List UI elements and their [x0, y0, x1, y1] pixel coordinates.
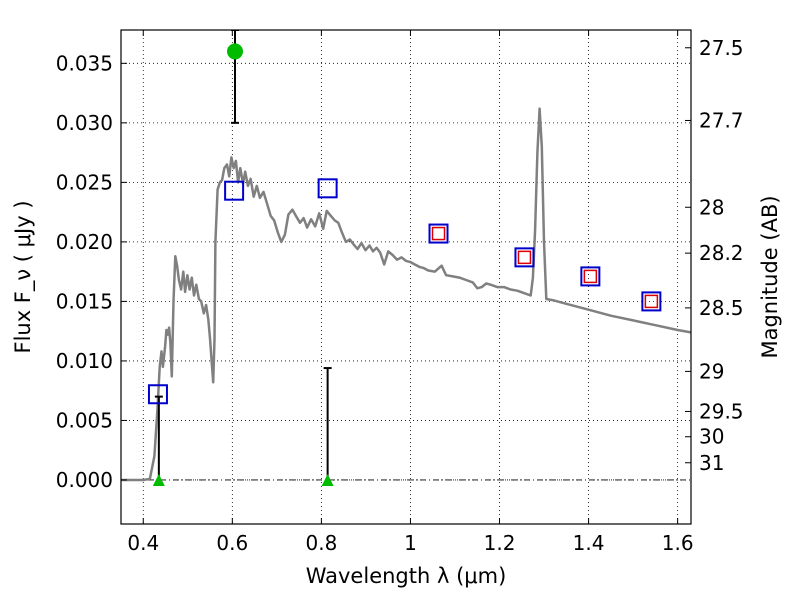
model-photometry-inner [431, 226, 446, 241]
model-photometry-inner [517, 250, 532, 265]
x-tick-label: 1.6 [662, 531, 694, 555]
model-photometry-point [224, 180, 245, 201]
upper-limit-point [152, 473, 165, 486]
x-tick-label: 1 [404, 531, 417, 555]
model-photometry-point [580, 266, 601, 287]
observed-detection-point [227, 43, 243, 60]
model-photometry-point [147, 384, 168, 405]
x-tick-label: 1.4 [573, 531, 605, 555]
x-tick-label: 0.8 [305, 531, 337, 555]
model-photometry-point [641, 291, 662, 312]
upper-limit-point [321, 473, 334, 486]
mag-tick-label: 28.2 [699, 241, 744, 265]
mag-tick-label: 30 [699, 425, 724, 449]
mag-tick-label: 27.5 [699, 36, 744, 60]
y-tick-label: 0.030 [56, 111, 113, 135]
model-sed-line [121, 107, 691, 482]
y-tick-label: 0.015 [56, 289, 113, 313]
plot-frame [120, 29, 692, 525]
x-axis-label: Wavelength λ (μm) [306, 564, 507, 588]
y2-axis-label-group: Magnitude (AB) [758, 195, 782, 358]
grid [121, 30, 691, 524]
model-photometry-point [514, 247, 535, 268]
plot-area [121, 30, 691, 486]
y-tick-label: 0.035 [56, 51, 113, 75]
y-tick-label: 0.010 [56, 349, 113, 373]
y-axis-label: Flux F_ν ( μJy ) [11, 200, 36, 353]
y-tick-label: 0.020 [56, 230, 113, 254]
y-tick-label: 0.000 [56, 468, 113, 492]
mag-tick-label: 27.7 [699, 108, 744, 132]
y-tick-label: 0.005 [56, 408, 113, 432]
y2-axis-label: Magnitude (AB) [758, 195, 782, 358]
y-tick-label: 0.025 [56, 170, 113, 194]
mag-tick-label: 29.5 [699, 399, 744, 423]
mag-tick-label: 28 [699, 195, 724, 219]
model-photometry-point [428, 223, 449, 244]
x-tick-label: 0.4 [127, 531, 159, 555]
mag-tick-label: 29 [699, 359, 724, 383]
mag-tick-label: 28.5 [699, 296, 744, 320]
model-photometry-inner [644, 294, 659, 309]
y-axis-label-group: Flux F_ν ( μJy ) [11, 200, 36, 353]
model-photometry-point [317, 178, 338, 199]
x-tick-label: 0.6 [216, 531, 248, 555]
x-tick-label: 1.2 [484, 531, 516, 555]
axis-ticks: 0.4 0.6 0.8 1 1.2 1.4 1.6 0.000 0.005 0.010 0.015 0… [56, 30, 744, 555]
mag-tick-label: 31 [699, 451, 724, 475]
model-photometry-inner [583, 269, 598, 284]
